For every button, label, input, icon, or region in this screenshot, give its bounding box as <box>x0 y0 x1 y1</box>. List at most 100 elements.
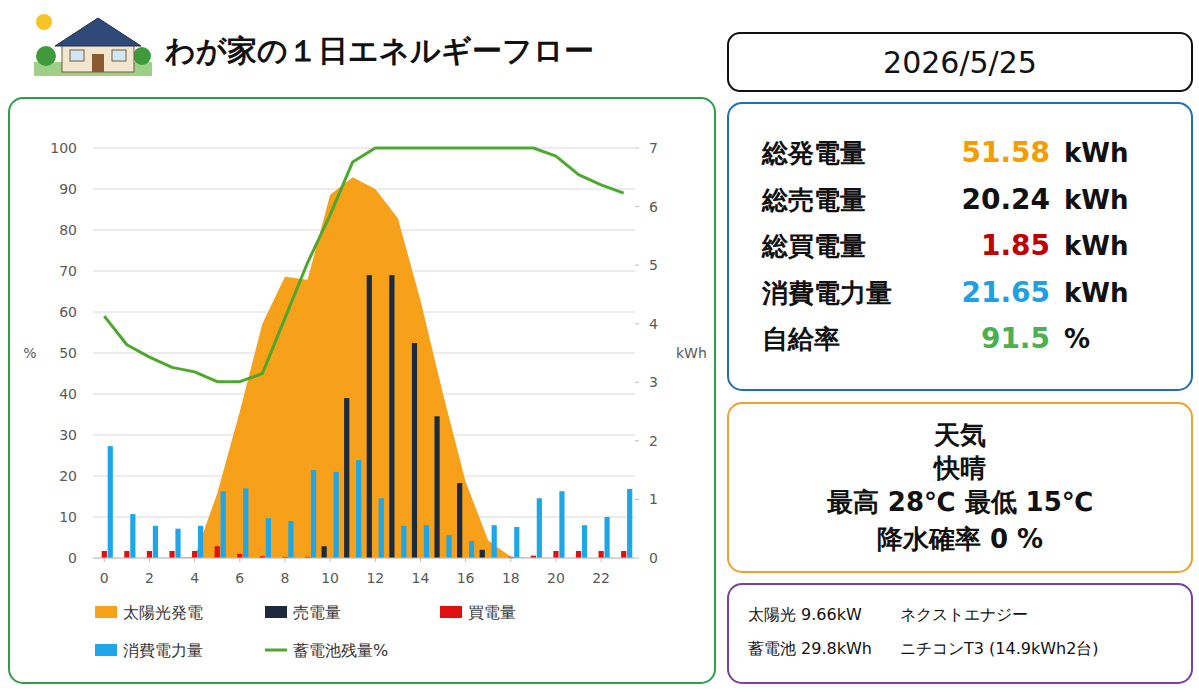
bar <box>322 546 327 558</box>
bar <box>559 491 564 558</box>
bar <box>599 551 604 558</box>
legend-swatch <box>265 606 287 618</box>
bar <box>243 488 248 558</box>
y-tick-label: 50 <box>59 345 77 361</box>
date-box <box>728 33 1192 91</box>
house-door <box>92 54 104 72</box>
weather-temperature: 最高 28℃ 最低 15℃ <box>826 487 1094 517</box>
summary-value: 51.58 <box>961 136 1050 169</box>
y-axis-title: % <box>23 345 36 361</box>
legend-label: 太陽光発電 <box>123 603 203 622</box>
bar <box>356 460 361 558</box>
bar <box>344 398 349 558</box>
x-tick <box>420 558 421 562</box>
y-tick-label: 30 <box>59 427 77 443</box>
line-battery <box>104 148 623 382</box>
bar <box>537 498 542 558</box>
bar <box>424 525 429 558</box>
weather-panel <box>728 403 1192 572</box>
bar <box>108 446 113 558</box>
bar <box>169 551 174 558</box>
tree <box>133 47 151 65</box>
y2-tick-label: 6 <box>649 199 658 215</box>
y2-tick <box>635 323 639 324</box>
system-cell: 太陽光 9.66kW <box>748 605 862 624</box>
bar <box>514 527 519 558</box>
y2-tick-label: 2 <box>649 433 658 449</box>
legend-label: 売電量 <box>293 603 341 622</box>
system-panel <box>728 584 1192 683</box>
y-tick-label: 60 <box>59 304 77 320</box>
summary-value: 20.24 <box>961 183 1050 216</box>
y-tick-label: 80 <box>59 222 77 238</box>
summary-value: 91.5 <box>981 322 1050 355</box>
x-tick-label: 6 <box>235 570 244 586</box>
house-icon <box>34 14 152 76</box>
x-tick <box>104 558 105 562</box>
bar <box>215 546 220 558</box>
house-window <box>112 50 126 61</box>
y-tick-label: 40 <box>59 386 77 402</box>
legend-swatch <box>95 644 117 656</box>
x-tick <box>510 558 511 562</box>
marks <box>102 148 633 558</box>
bar <box>401 526 406 558</box>
area-solar <box>104 177 623 558</box>
summary-value: 1.85 <box>981 229 1050 262</box>
bar <box>367 275 372 558</box>
bar <box>124 551 129 558</box>
x-tick <box>465 558 466 562</box>
x-tick-label: 18 <box>502 570 520 586</box>
bar <box>198 526 203 558</box>
date: 2026/5/25 <box>883 45 1037 80</box>
y2-tick <box>635 382 639 383</box>
x-tick-label: 12 <box>366 570 384 586</box>
bar <box>469 541 474 558</box>
bar <box>492 525 497 558</box>
bar <box>582 525 587 558</box>
bar <box>446 535 451 558</box>
summary-unit: kWh <box>1064 185 1128 215</box>
bar <box>480 550 485 558</box>
bar <box>311 470 316 558</box>
legend: 太陽光発電売電量買電量消費電力量蓄電池残量% <box>95 603 516 660</box>
x-tick <box>555 558 556 562</box>
bar <box>621 551 626 558</box>
tree <box>36 46 56 66</box>
bar <box>457 483 462 558</box>
summary-panel <box>728 103 1192 390</box>
legend-swatch <box>95 606 117 618</box>
y-tick-label: 100 <box>50 140 77 156</box>
y2-tick-label: 1 <box>649 491 658 507</box>
y2-tick-label: 5 <box>649 257 658 273</box>
x-tick-label: 8 <box>280 570 289 586</box>
summary-label: 総発電量 <box>761 138 866 168</box>
chart-panel <box>9 98 715 683</box>
x-tick <box>149 558 150 562</box>
y2-tick-label: 0 <box>649 550 658 566</box>
y2-tick <box>635 265 639 266</box>
bar <box>605 517 610 558</box>
bar <box>221 491 226 558</box>
bar <box>153 526 158 558</box>
sun <box>36 14 52 30</box>
x-tick-label: 4 <box>190 570 199 586</box>
weather-condition: 快晴 <box>932 453 986 483</box>
y2-tick-label: 7 <box>649 140 658 156</box>
x-tick-label: 16 <box>457 570 475 586</box>
bar <box>102 551 107 558</box>
grid-line <box>93 558 635 559</box>
bar <box>576 551 581 558</box>
x-tick-label: 2 <box>145 570 154 586</box>
legend-label: 買電量 <box>468 603 516 622</box>
x-tick <box>194 558 195 562</box>
legend-label: 消費電力量 <box>123 641 203 660</box>
x-tick-label: 14 <box>412 570 430 586</box>
system-cell: ニチコンT3 (14.9kWh2台) <box>900 639 1099 658</box>
x-tick-label: 20 <box>547 570 565 586</box>
y-tick-label: 20 <box>59 468 77 484</box>
x-tick-label: 22 <box>592 570 610 586</box>
bar <box>389 275 394 558</box>
x-tick <box>239 558 240 562</box>
x-tick-label: 10 <box>321 570 339 586</box>
